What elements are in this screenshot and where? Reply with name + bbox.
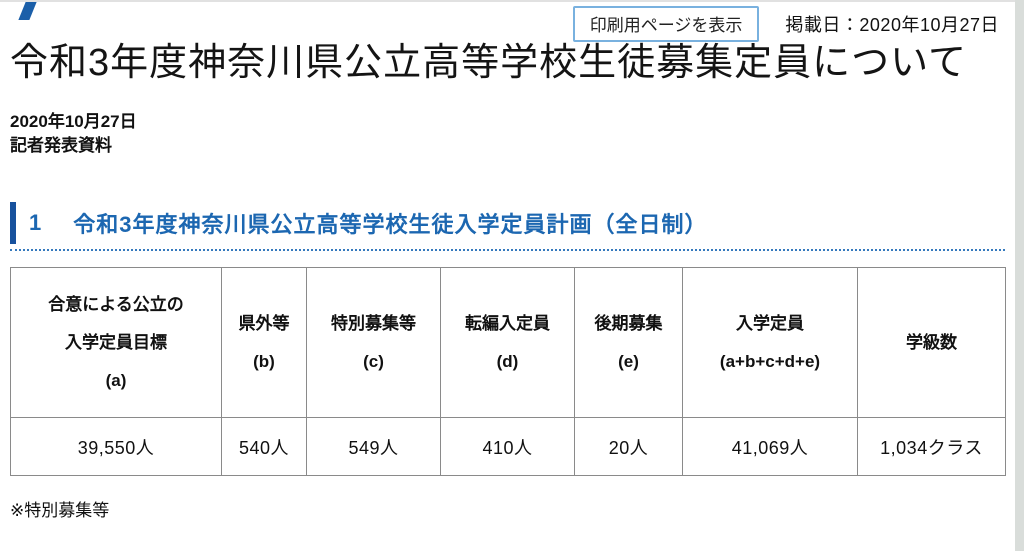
capacity-table: 合意による公立の 入学定員目標 (a) 県外等 (b) 特別募集等 (c) 転編… (10, 267, 1006, 477)
header-line: 入学定員 (736, 313, 804, 333)
header-cell-class-count: 学級数 (857, 267, 1006, 419)
header-line: 学級数 (906, 332, 957, 352)
header-line: 後期募集 (594, 313, 663, 333)
page-content: 印刷用ページを表示 掲載日：2020年10月27日 令和3年度神奈川県公立高等学… (0, 0, 1015, 521)
page-title: 令和3年度神奈川県公立高等学校生徒募集定員について (10, 42, 967, 84)
page-top-bar: 印刷用ページを表示 掲載日：2020年10月27日 (0, 0, 1015, 42)
cell-total-capacity: 41,069人 (682, 417, 858, 477)
header-line: 転編入定員 (465, 313, 550, 333)
footnote-special-recruitment: ※特別募集等 (10, 501, 110, 521)
release-type-label: 記者発表資料 (10, 136, 112, 156)
press-release-block: 2020年10月27日 記者発表資料 (10, 110, 1005, 158)
header-line: 特別募集等 (331, 313, 416, 333)
cell-transfer-capacity: 410人 (440, 417, 575, 477)
published-date-label: 掲載日：2020年10月27日 (785, 14, 999, 35)
header-cell-late-recruitment: 後期募集 (e) (574, 267, 683, 419)
header-cell-out-of-prefecture: 県外等 (b) (221, 267, 307, 419)
header-line: (c) (363, 351, 384, 371)
capacity-table-data-row: 39,550人 540人 549人 410人 20人 41,069人 1,034… (10, 417, 1006, 477)
release-date: 2020年10月27日 (10, 112, 137, 132)
section-heading: 1 令和3年度神奈川県公立高等学校生徒入学定員計画（全日制） (10, 202, 1005, 252)
section-heading-inner: 1 令和3年度神奈川県公立高等学校生徒入学定員計画（全日制） (10, 202, 1005, 245)
vertical-scrollbar[interactable] (1015, 0, 1024, 551)
header-cell-total-capacity: 入学定員 (a+b+c+d+e) (682, 267, 858, 419)
cell-class-count: 1,034クラス (857, 417, 1006, 477)
capacity-table-header-row: 合意による公立の 入学定員目標 (a) 県外等 (b) 特別募集等 (c) 転編… (10, 267, 1006, 419)
header-line: (a+b+c+d+e) (719, 351, 821, 371)
header-line: (d) (496, 351, 519, 371)
header-line: (e) (618, 351, 639, 371)
cell-late-recruitment: 20人 (574, 417, 683, 477)
header-cell-transfer-capacity: 転編入定員 (d) (440, 267, 575, 419)
print-page-button[interactable]: 印刷用ページを表示 (572, 5, 760, 42)
header-line: 入学定員目標 (65, 332, 167, 352)
header-line: (b) (253, 351, 275, 371)
browser-chrome-edge (0, 0, 1024, 2)
section-number: 1 (29, 210, 43, 236)
section-heading-text: 令和3年度神奈川県公立高等学校生徒入学定員計画（全日制） (73, 212, 708, 238)
header-cell-agreed-target: 合意による公立の 入学定員目標 (a) (10, 267, 222, 419)
header-line: (a) (105, 370, 127, 390)
cell-special-recruitment: 549人 (306, 417, 441, 477)
header-line: 県外等 (238, 313, 290, 333)
header-cell-special-recruitment: 特別募集等 (c) (306, 267, 441, 419)
cell-agreed-target: 39,550人 (10, 417, 222, 477)
cell-out-of-prefecture: 540人 (221, 417, 307, 477)
header-line: 合意による公立の (48, 294, 184, 314)
